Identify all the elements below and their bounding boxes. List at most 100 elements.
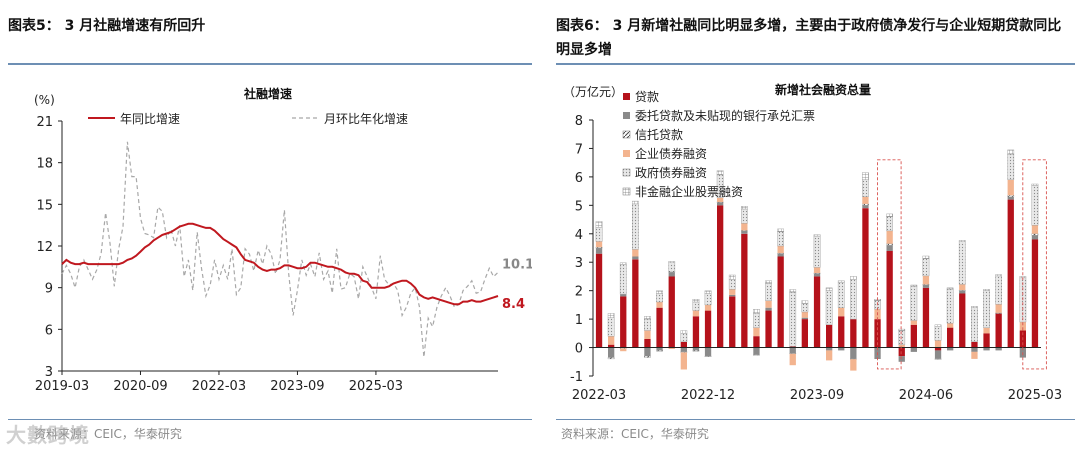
bar-segment-series-1 bbox=[777, 253, 784, 257]
bar-segment-series-5 bbox=[934, 324, 942, 327]
left-y-unit-label: (%) bbox=[34, 93, 55, 107]
bar-segment-series-3 bbox=[632, 249, 639, 257]
bar-segment-series-5 bbox=[850, 276, 857, 280]
bar-segment-series-3 bbox=[704, 304, 712, 311]
bar-segment-series-3 bbox=[1019, 322, 1026, 331]
bar-segment-series-3 bbox=[947, 323, 954, 328]
bar-segment-series-5 bbox=[680, 330, 688, 334]
bar-segment-series-5 bbox=[886, 213, 894, 217]
bar-segment-series-4 bbox=[740, 208, 748, 224]
bar-segment-series-0 bbox=[632, 259, 639, 348]
right-figure-panel: 图表6： 3 月新增社融同比明显多增，主要由于政府债净发行与企业短期贷款同比明显… bbox=[553, 0, 1080, 449]
legend-label-series-1: 委托贷款及未贴现的银行承兑汇票 bbox=[635, 108, 815, 123]
bar-segment-series-0 bbox=[971, 341, 978, 348]
bar-segment-series-0 bbox=[983, 333, 990, 348]
bar-segment-series-2 bbox=[995, 312, 1003, 314]
right-y-tick-label: 2 bbox=[575, 285, 583, 300]
bar-segment-series-1 bbox=[644, 347, 651, 357]
bar-segment-series-3 bbox=[741, 223, 748, 231]
legend-swatch-series-5 bbox=[622, 187, 631, 196]
bar-segment-series-3 bbox=[729, 289, 736, 295]
bar-segment-series-2 bbox=[934, 358, 942, 360]
bar-segment-series-5 bbox=[644, 316, 651, 320]
bar-segment-series-0 bbox=[922, 287, 930, 348]
right-y-tick-label: 4 bbox=[575, 228, 583, 243]
left-y-tick-label: 6 bbox=[45, 323, 53, 338]
bar-segment-series-0 bbox=[862, 208, 869, 348]
bar-segment-series-0 bbox=[753, 336, 760, 348]
bar-segment-series-1 bbox=[717, 202, 724, 206]
right-x-tick-label: 2022-03 bbox=[572, 388, 626, 403]
bar-segment-series-2 bbox=[777, 252, 785, 254]
right-x-tick-label: 2025-03 bbox=[1008, 388, 1062, 403]
highlight-box bbox=[877, 159, 902, 370]
bar-segment-series-4 bbox=[668, 262, 676, 272]
bar-segment-series-4 bbox=[595, 226, 603, 242]
mom-annualized-line bbox=[61, 141, 499, 358]
bar-segment-series-5 bbox=[958, 240, 966, 242]
left-x-tick-label: 2025-03 bbox=[349, 379, 403, 394]
bar-segment-series-4 bbox=[789, 292, 797, 347]
bar-segment-series-4 bbox=[910, 286, 918, 321]
right-source-note: 资料来源：CEIC，华泰研究 bbox=[561, 427, 709, 441]
left-figure-panel: 图表5： 3 月社融增速有所回升 社融增速 (%) 3 6 9 12 15 18 21 20… bbox=[0, 0, 532, 449]
bar-segment-series-4 bbox=[983, 290, 990, 328]
bar-segment-series-0 bbox=[850, 319, 857, 348]
bar-segment-series-3 bbox=[910, 320, 917, 325]
bar-segment-series-5 bbox=[837, 280, 845, 283]
bar-segment-series-5 bbox=[704, 290, 712, 294]
bar-segment-series-1 bbox=[947, 347, 954, 351]
left-x-tick-label: 2022-03 bbox=[192, 379, 246, 394]
bar-segment-series-5 bbox=[862, 172, 869, 180]
legend-label-yoy: 年同比增速 bbox=[120, 112, 180, 126]
bar-segment-series-1 bbox=[886, 245, 893, 251]
bar-segment-series-4 bbox=[680, 333, 688, 342]
bar-segment-series-1 bbox=[995, 347, 1002, 351]
bar-segment-series-3 bbox=[862, 196, 869, 204]
bar-segment-series-1 bbox=[704, 347, 712, 357]
bar-segment-series-5 bbox=[1007, 149, 1015, 155]
bar-segment-series-2 bbox=[704, 355, 712, 357]
bar-segment-series-3 bbox=[753, 327, 760, 337]
left-y-tick-label: 12 bbox=[36, 240, 53, 255]
bar-segment-series-0 bbox=[995, 313, 1002, 348]
bar-segment-series-1 bbox=[983, 347, 990, 351]
bar-segment-series-2 bbox=[595, 246, 603, 249]
bar-segment-series-3 bbox=[826, 350, 833, 361]
bar-segment-series-0 bbox=[729, 296, 736, 348]
bar-segment-series-0 bbox=[620, 296, 627, 348]
right-y-unit-label: （万亿元） bbox=[563, 84, 623, 99]
legend-swatch-series-1 bbox=[623, 112, 630, 119]
bar-segment-series-1 bbox=[632, 256, 639, 260]
bar-segment-series-0 bbox=[801, 319, 808, 348]
bar-segment-series-0 bbox=[717, 205, 724, 348]
bar-segment-series-1 bbox=[959, 290, 966, 294]
bar-segment-series-1 bbox=[850, 347, 857, 359]
bar-segment-series-4 bbox=[607, 317, 615, 337]
bar-segment-series-3 bbox=[886, 230, 893, 244]
bar-segment-series-2 bbox=[1031, 233, 1039, 236]
bar-segment-series-5 bbox=[619, 262, 627, 265]
bar-segment-series-5 bbox=[656, 290, 663, 294]
bar-segment-series-3 bbox=[801, 312, 808, 318]
bar-segment-series-4 bbox=[619, 263, 627, 295]
bar-segment-series-0 bbox=[838, 316, 845, 348]
yoy-end-value-label: 8.4 bbox=[502, 297, 525, 312]
bar-segment-series-3 bbox=[777, 246, 784, 254]
bar-segment-series-5 bbox=[898, 328, 906, 331]
bar-segment-series-0 bbox=[765, 310, 772, 348]
legend-swatch-series-2 bbox=[622, 130, 631, 139]
legend-label-mom: 月环比年化增速 bbox=[324, 112, 408, 126]
legend-label-series-0: 贷款 bbox=[635, 90, 659, 104]
left-y-tick-label: 15 bbox=[36, 198, 53, 213]
right-y-tick-label: 3 bbox=[575, 256, 583, 271]
right-x-tick-label: 2023-09 bbox=[790, 388, 844, 403]
right-title-rule bbox=[556, 63, 1075, 65]
bar-segment-series-3 bbox=[971, 351, 978, 359]
bar-segment-series-3 bbox=[789, 353, 796, 366]
bar-segment-series-3 bbox=[838, 307, 845, 317]
bar-segment-series-1 bbox=[838, 347, 845, 351]
bar-segment-series-1 bbox=[1007, 196, 1014, 200]
bar-segment-series-2 bbox=[789, 353, 797, 355]
bar-segment-series-0 bbox=[704, 310, 712, 348]
